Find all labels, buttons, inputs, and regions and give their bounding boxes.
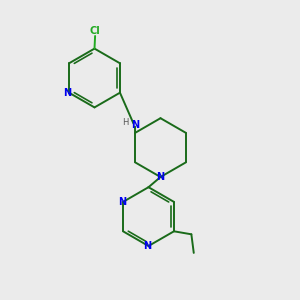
Text: N: N — [156, 172, 165, 182]
Text: Cl: Cl — [90, 26, 101, 36]
Text: N: N — [64, 88, 72, 98]
Text: N: N — [118, 197, 126, 207]
Text: N: N — [131, 120, 139, 130]
Text: H: H — [122, 118, 128, 127]
Text: N: N — [143, 241, 152, 251]
